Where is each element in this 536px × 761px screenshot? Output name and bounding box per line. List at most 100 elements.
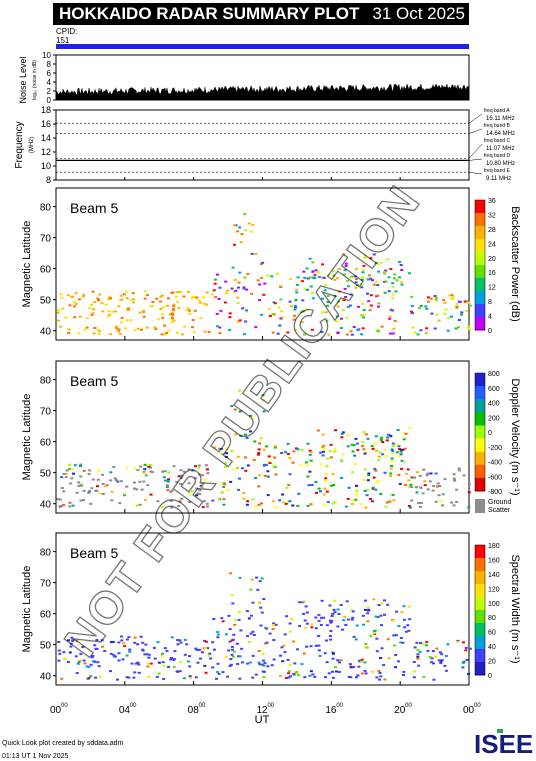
scatter-cell <box>71 639 75 642</box>
scatter-cell <box>374 262 378 264</box>
scatter-cell <box>397 455 401 458</box>
scatter-cell <box>142 480 146 483</box>
scatter-cell <box>280 310 284 313</box>
scatter-cell <box>256 279 260 282</box>
scatter-cell <box>250 416 254 419</box>
frequency-ylabel: Frequency <box>14 121 25 168</box>
scatter-cell <box>380 624 383 627</box>
scatter-cell <box>171 309 175 312</box>
scatter-cell <box>419 642 423 644</box>
scatter-cell <box>391 493 395 496</box>
scatter-cell <box>336 305 340 308</box>
scatter-cell <box>323 487 327 490</box>
scatter-cell <box>408 506 412 509</box>
scatter-cell <box>238 655 242 658</box>
ut-tick-label: 04 <box>119 705 131 716</box>
scatter-cell <box>305 464 309 467</box>
scatter-cell <box>257 453 260 456</box>
noise-ylabel: Noise Level <box>18 56 28 103</box>
scatter-cell <box>146 665 150 668</box>
colorbar-tick-label: 0 <box>488 673 492 680</box>
scatter-cell <box>393 273 397 276</box>
scatter-cell <box>437 659 441 662</box>
colorbar-tick-label: -600 <box>488 474 502 481</box>
scatter-cell <box>219 309 223 312</box>
scatter-cell <box>321 445 325 448</box>
scatter-cell <box>165 484 169 487</box>
scatter-cell <box>434 298 438 301</box>
scatter-cell <box>293 314 296 317</box>
scatter-cell <box>203 330 207 333</box>
scatter-cell <box>400 269 404 271</box>
scatter-cell <box>83 662 87 665</box>
scatter-cell <box>149 305 153 307</box>
scatter-cell <box>307 484 311 487</box>
scatter-cell <box>280 452 284 454</box>
scatter-cell <box>366 489 369 492</box>
scatter-cell <box>237 655 241 658</box>
scatter-cell <box>244 320 248 323</box>
scatter-cell <box>130 662 134 665</box>
scatter-cell <box>232 633 236 636</box>
scatter-cell <box>375 637 379 640</box>
scatter-cell <box>114 310 118 313</box>
scatter-cell <box>311 270 315 273</box>
scatter-cell <box>262 670 266 673</box>
scatter-cell <box>114 325 118 328</box>
scatter-cell <box>107 310 111 313</box>
scatter-cell <box>443 301 447 304</box>
scatter-cell <box>243 213 247 215</box>
scatter-cell <box>355 484 358 487</box>
scatter-cell <box>402 460 406 463</box>
colorbar-swatch <box>475 545 485 559</box>
scatter-cell <box>427 296 430 299</box>
scatter-cell <box>252 458 256 461</box>
scatter-cell <box>283 633 287 636</box>
scatter-cell <box>258 663 262 666</box>
scatter-cell <box>419 505 423 508</box>
scatter-cell <box>340 459 343 462</box>
scatter-cell <box>355 267 358 270</box>
scatter-cell <box>316 429 320 432</box>
scatter-cell <box>241 661 244 664</box>
colorbar-tick-label: 600 <box>488 386 500 393</box>
scatter-cell <box>165 304 169 307</box>
scatter-cell <box>117 659 121 662</box>
scatter-cell <box>223 483 227 486</box>
colorbar-frame <box>474 544 486 676</box>
ut-tick-sup: 00 <box>61 703 68 709</box>
colorbar-tick-label: 4 <box>488 314 492 321</box>
scatter-cell <box>259 263 263 266</box>
scatter-cell <box>100 639 104 642</box>
scatter-cell <box>418 474 422 477</box>
scatter-cell <box>425 307 429 310</box>
scatter-cell <box>464 649 468 652</box>
scatter-cell <box>353 275 357 278</box>
scatter-cell <box>303 276 307 279</box>
scatter-cell <box>119 294 123 297</box>
scatter-cell <box>272 465 276 468</box>
scatter-cell <box>169 658 173 661</box>
scatter-cell <box>452 504 456 507</box>
scatter-cell <box>329 638 333 641</box>
scatter-cell <box>369 257 373 260</box>
scatter-cell <box>215 677 218 680</box>
scatter-cell <box>241 467 245 470</box>
scatter-cell <box>68 651 72 654</box>
scatter-cell <box>309 645 313 648</box>
scatter-cell <box>190 490 194 493</box>
scatter-cell <box>120 639 124 642</box>
scatter-cell <box>443 478 447 481</box>
scatter-cell <box>195 648 199 651</box>
scatter-cell <box>197 466 201 469</box>
scatter-cell <box>175 480 179 483</box>
scatter-cell <box>215 325 219 328</box>
scatter-cell <box>123 494 127 497</box>
scatter-cell <box>163 333 167 336</box>
scatter-cell <box>374 488 378 491</box>
scatter-cell <box>360 314 364 317</box>
colorbar-swatch <box>475 425 485 440</box>
scatter-cell <box>177 475 181 478</box>
scatter-cell <box>408 618 412 621</box>
